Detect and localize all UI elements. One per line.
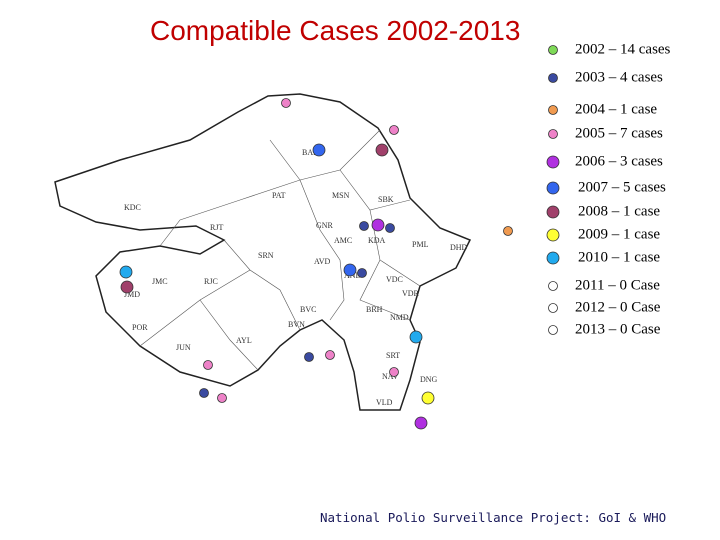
district-label: SBK [378,195,394,204]
district-label: AMC [334,236,352,245]
district-label: JUN [176,343,191,352]
legend-label: 2008 – 1 case [578,203,660,219]
district-label: AYL [236,336,252,345]
legend-swatch [548,45,558,55]
district-label: RJT [210,223,223,232]
legend-label: 2010 – 1 case [578,249,660,265]
legend-label: 2009 – 1 case [578,226,660,242]
legend-label: 2012 – 0 Case [575,299,661,315]
district-borders [139,129,421,371]
case-dot [343,263,357,277]
title: Compatible Cases 2002-2013 [150,15,520,46]
district-label: NMD [390,313,409,322]
district-label: RJC [204,277,218,286]
legend-swatch [546,155,560,169]
case-dot [421,391,435,405]
district-label: GNR [316,221,334,230]
case-dot [119,265,133,279]
case-dot [199,388,209,398]
district-label: BAN [302,148,319,157]
legend-label: 2006 – 3 cases [575,153,663,169]
district-label: DHD [450,243,468,252]
case-dot [375,143,389,157]
legend-swatch [546,251,560,265]
district-label: SRT [386,351,400,360]
case-dot [503,226,513,236]
footer: National Polio Surveillance Project: GoI… [320,510,666,525]
legend-swatch [546,205,560,219]
case-dot [371,218,385,232]
case-dot [389,125,399,135]
state-outline [54,93,472,411]
district-label: PAT [272,191,286,200]
case-dot [312,143,326,157]
legend-label: 2003 – 4 cases [575,69,663,85]
case-dot [325,350,335,360]
case-dot [385,223,395,233]
legend-swatch [546,228,560,242]
case-dot [414,416,428,430]
case-dot [359,221,369,231]
case-dot [120,280,134,294]
case-dot [304,352,314,362]
district-label: BVN [288,320,305,329]
legend-label: 2002 – 14 cases [575,41,671,57]
legend-swatch [548,281,558,291]
district-label: JMC [152,277,168,286]
legend-swatch [546,181,560,195]
legend-swatch [548,303,558,313]
district-label: KDC [124,203,141,212]
case-dot [357,268,367,278]
legend-label: 2005 – 7 cases [575,125,663,141]
district-label: BRH [366,305,383,314]
district-label: PML [412,240,429,249]
case-dot [389,367,399,377]
district-label: VLD [376,398,393,407]
district-label: AVD [314,257,331,266]
legend-label: 2013 – 0 Case [575,321,661,337]
legend-swatch [548,73,558,83]
legend-label: 2004 – 1 case [575,101,657,117]
legend-swatch [548,105,558,115]
district-label: BVC [300,305,316,314]
district-label: NAV [382,372,399,381]
district-label: JMD [124,290,140,299]
district-label: VDR [402,289,420,298]
district-label: MSN [332,191,350,200]
district-label: KDA [368,236,386,245]
legend-swatch [548,325,558,335]
case-dot [409,330,423,344]
case-dot [203,360,213,370]
case-dot [217,393,227,403]
district-label: POR [132,323,148,332]
case-dot [281,98,291,108]
district-label: VDC [386,275,403,284]
legend-label: 2007 – 5 cases [578,179,666,195]
legend-swatch [548,129,558,139]
legend-label: 2011 – 0 Case [575,277,660,293]
district-label: DNG [420,375,438,384]
district-label: SRN [258,251,274,260]
